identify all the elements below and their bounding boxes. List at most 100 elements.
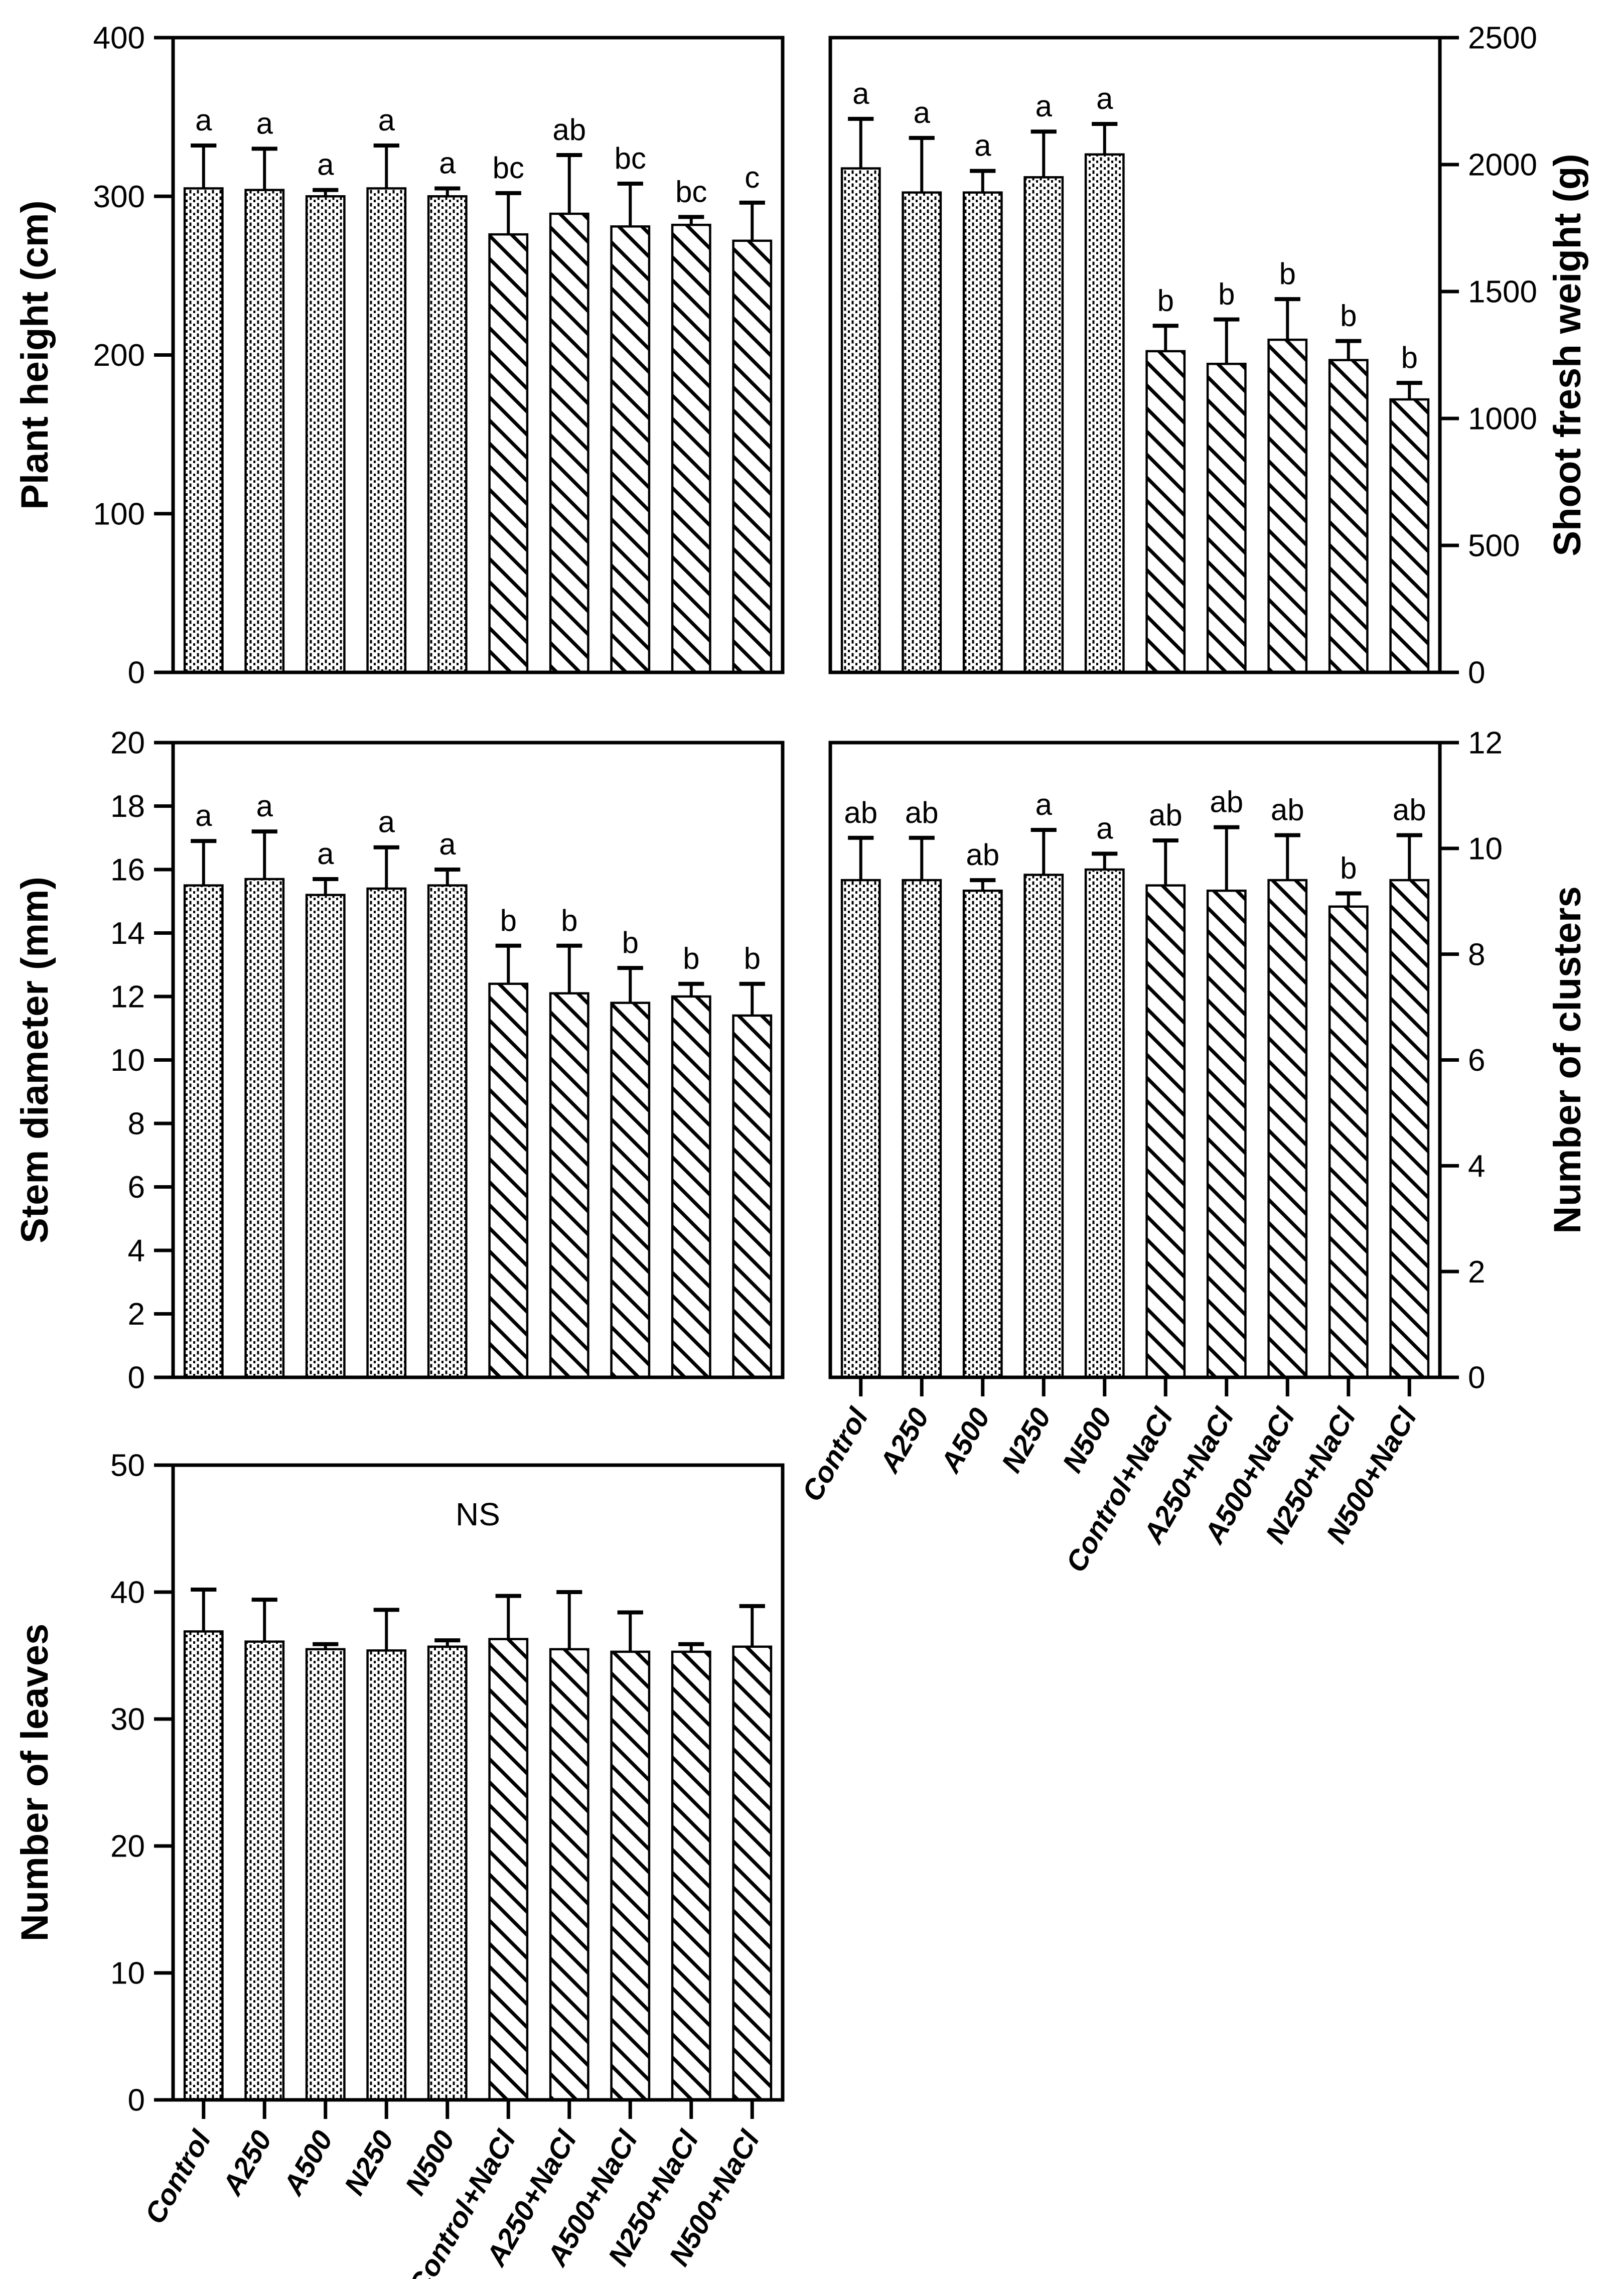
- x-tick-label: N250: [338, 2125, 400, 2200]
- bar-number-of-clusters-N250+NaCl: [1328, 905, 1369, 1379]
- bar-number-of-clusters-A250+NaCl: [1206, 889, 1247, 1379]
- bar-shoot-fresh-weight-A250: [902, 191, 942, 674]
- y-tick-label: 0: [128, 656, 145, 690]
- bar-shoot-fresh-weight-A500: [962, 191, 1003, 674]
- bar-number-of-leaves-N250+NaCl: [671, 1650, 711, 2101]
- significance-letter: bc: [615, 141, 646, 175]
- significance-letter: a: [378, 103, 395, 137]
- significance-letter: b: [561, 904, 577, 937]
- bar-stem-diameter-A250: [244, 878, 285, 1379]
- bar-number-of-leaves-A250: [244, 1640, 285, 2101]
- bar-stem-diameter-A250+NaCl: [549, 992, 589, 1379]
- significance-letter: ab: [905, 796, 939, 829]
- bar-number-of-clusters-A500+NaCl: [1267, 879, 1308, 1379]
- significance-letter: a: [256, 789, 273, 823]
- x-tick-label: A500: [276, 2125, 339, 2201]
- bar-number-of-clusters-N500: [1084, 868, 1125, 1379]
- y-tick-label: 0: [128, 2083, 145, 2118]
- y-tick-label: 4: [128, 1234, 145, 1268]
- y-axis-title: Number of leaves: [14, 1624, 56, 1942]
- y-axis-title: Plant height (cm): [14, 200, 56, 509]
- significance-letter: b: [500, 904, 517, 937]
- y-tick-label: 6: [1468, 1043, 1485, 1078]
- y-tick-label: 14: [110, 916, 145, 951]
- bar-shoot-fresh-weight-N250+NaCl: [1328, 359, 1369, 674]
- y-tick-label: 18: [110, 789, 145, 824]
- ns-annotation: NS: [456, 1496, 500, 1532]
- y-tick-label: 200: [93, 338, 145, 373]
- bar-plant-height-Control+NaCl: [488, 233, 529, 674]
- x-tick-label: A500: [934, 1402, 996, 1479]
- y-axis-title: Number of clusters: [1546, 886, 1589, 1234]
- bar-shoot-fresh-weight-N250: [1023, 176, 1064, 674]
- y-tick-label: 6: [128, 1170, 145, 1205]
- bar-plant-height-A500: [305, 195, 346, 674]
- bar-plant-height-Control: [183, 187, 224, 674]
- significance-letter: a: [439, 827, 456, 861]
- chart-number-of-clusters: abControlabA250abA500aN250aN500abControl…: [796, 726, 1589, 1578]
- significance-letter: b: [744, 942, 761, 975]
- y-tick-label: 40: [110, 1576, 145, 1610]
- y-tick-label: 100: [93, 497, 145, 531]
- significance-letter: ab: [552, 113, 586, 147]
- significance-letter: a: [974, 129, 991, 163]
- significance-letter: ab: [966, 838, 999, 872]
- bar-plant-height-A250+NaCl: [549, 212, 589, 674]
- y-tick-label: 30: [110, 1702, 145, 1737]
- y-axis-title: Stem diameter (mm): [14, 877, 56, 1243]
- chart-shoot-fresh-weight: a a a a a b b b b b 0 500 1000 1500 2000 2500 Shoot fres…: [828, 21, 1589, 690]
- significance-letter: b: [622, 926, 639, 959]
- y-axis-title: Shoot fresh weight (g): [1546, 154, 1589, 556]
- x-tick-label: N250: [995, 1402, 1058, 1478]
- y-tick-label: 1000: [1468, 402, 1537, 437]
- bar-shoot-fresh-weight-A500+NaCl: [1267, 338, 1308, 674]
- significance-letter: a: [195, 799, 212, 832]
- bar-shoot-fresh-weight-A250+NaCl: [1206, 362, 1247, 674]
- bar-plant-height-N250+NaCl: [671, 223, 711, 674]
- x-tick-label: N500: [1056, 1402, 1118, 1478]
- bar-stem-diameter-A500: [305, 894, 346, 1379]
- x-tick-label: A250: [873, 1402, 936, 1479]
- significance-letter: b: [1340, 851, 1357, 885]
- bar-stem-diameter-N500+NaCl: [732, 1014, 773, 1379]
- bar-number-of-leaves-N500: [427, 1645, 468, 2101]
- significance-letter: a: [256, 106, 273, 140]
- bar-number-of-clusters-Control+NaCl: [1145, 884, 1186, 1379]
- significance-letter: a: [317, 148, 334, 182]
- bar-number-of-clusters-N250: [1023, 874, 1064, 1379]
- bar-number-of-clusters-N500+NaCl: [1389, 879, 1430, 1379]
- y-tick-label: 10: [110, 1956, 145, 1991]
- significance-letter: ab: [844, 796, 877, 829]
- significance-letter: ab: [1210, 785, 1243, 819]
- y-tick-label: 0: [1468, 1361, 1485, 1395]
- significance-letter: a: [1036, 89, 1053, 123]
- bar-number-of-clusters-A250: [902, 879, 942, 1379]
- chart-stem-diameter: a a a a a b b b b b 0 2 4 6 8 10 12 14 16 18 20 Stem diameter…: [14, 726, 785, 1395]
- bar-shoot-fresh-weight-N500+NaCl: [1389, 398, 1430, 674]
- significance-letter: a: [1036, 788, 1053, 821]
- significance-letter: b: [1157, 283, 1174, 317]
- bar-number-of-leaves-A500: [305, 1648, 346, 2101]
- x-tick-label: A250: [216, 2125, 278, 2201]
- y-tick-label: 10: [1468, 832, 1503, 867]
- bar-plant-height-A250: [244, 189, 285, 674]
- bar-number-of-leaves-N500+NaCl: [732, 1645, 773, 2101]
- significance-letter: b: [1279, 257, 1296, 291]
- x-tick-label: N500: [399, 2125, 461, 2200]
- significance-letter: b: [1340, 299, 1357, 333]
- bar-stem-diameter-N250: [366, 887, 407, 1379]
- y-tick-label: 0: [1468, 656, 1485, 690]
- y-tick-label: 20: [110, 726, 145, 761]
- y-tick-label: 10: [110, 1043, 145, 1078]
- significance-letter: a: [439, 146, 456, 180]
- bar-number-of-leaves-Control+NaCl: [488, 1638, 529, 2101]
- y-tick-label: 2000: [1468, 148, 1537, 183]
- significance-letter: c: [745, 161, 760, 194]
- y-tick-label: 2500: [1468, 21, 1537, 56]
- y-tick-label: 50: [110, 1449, 145, 1483]
- significance-letter: a: [378, 805, 395, 839]
- significance-letter: a: [1096, 82, 1113, 115]
- significance-letter: a: [195, 103, 212, 137]
